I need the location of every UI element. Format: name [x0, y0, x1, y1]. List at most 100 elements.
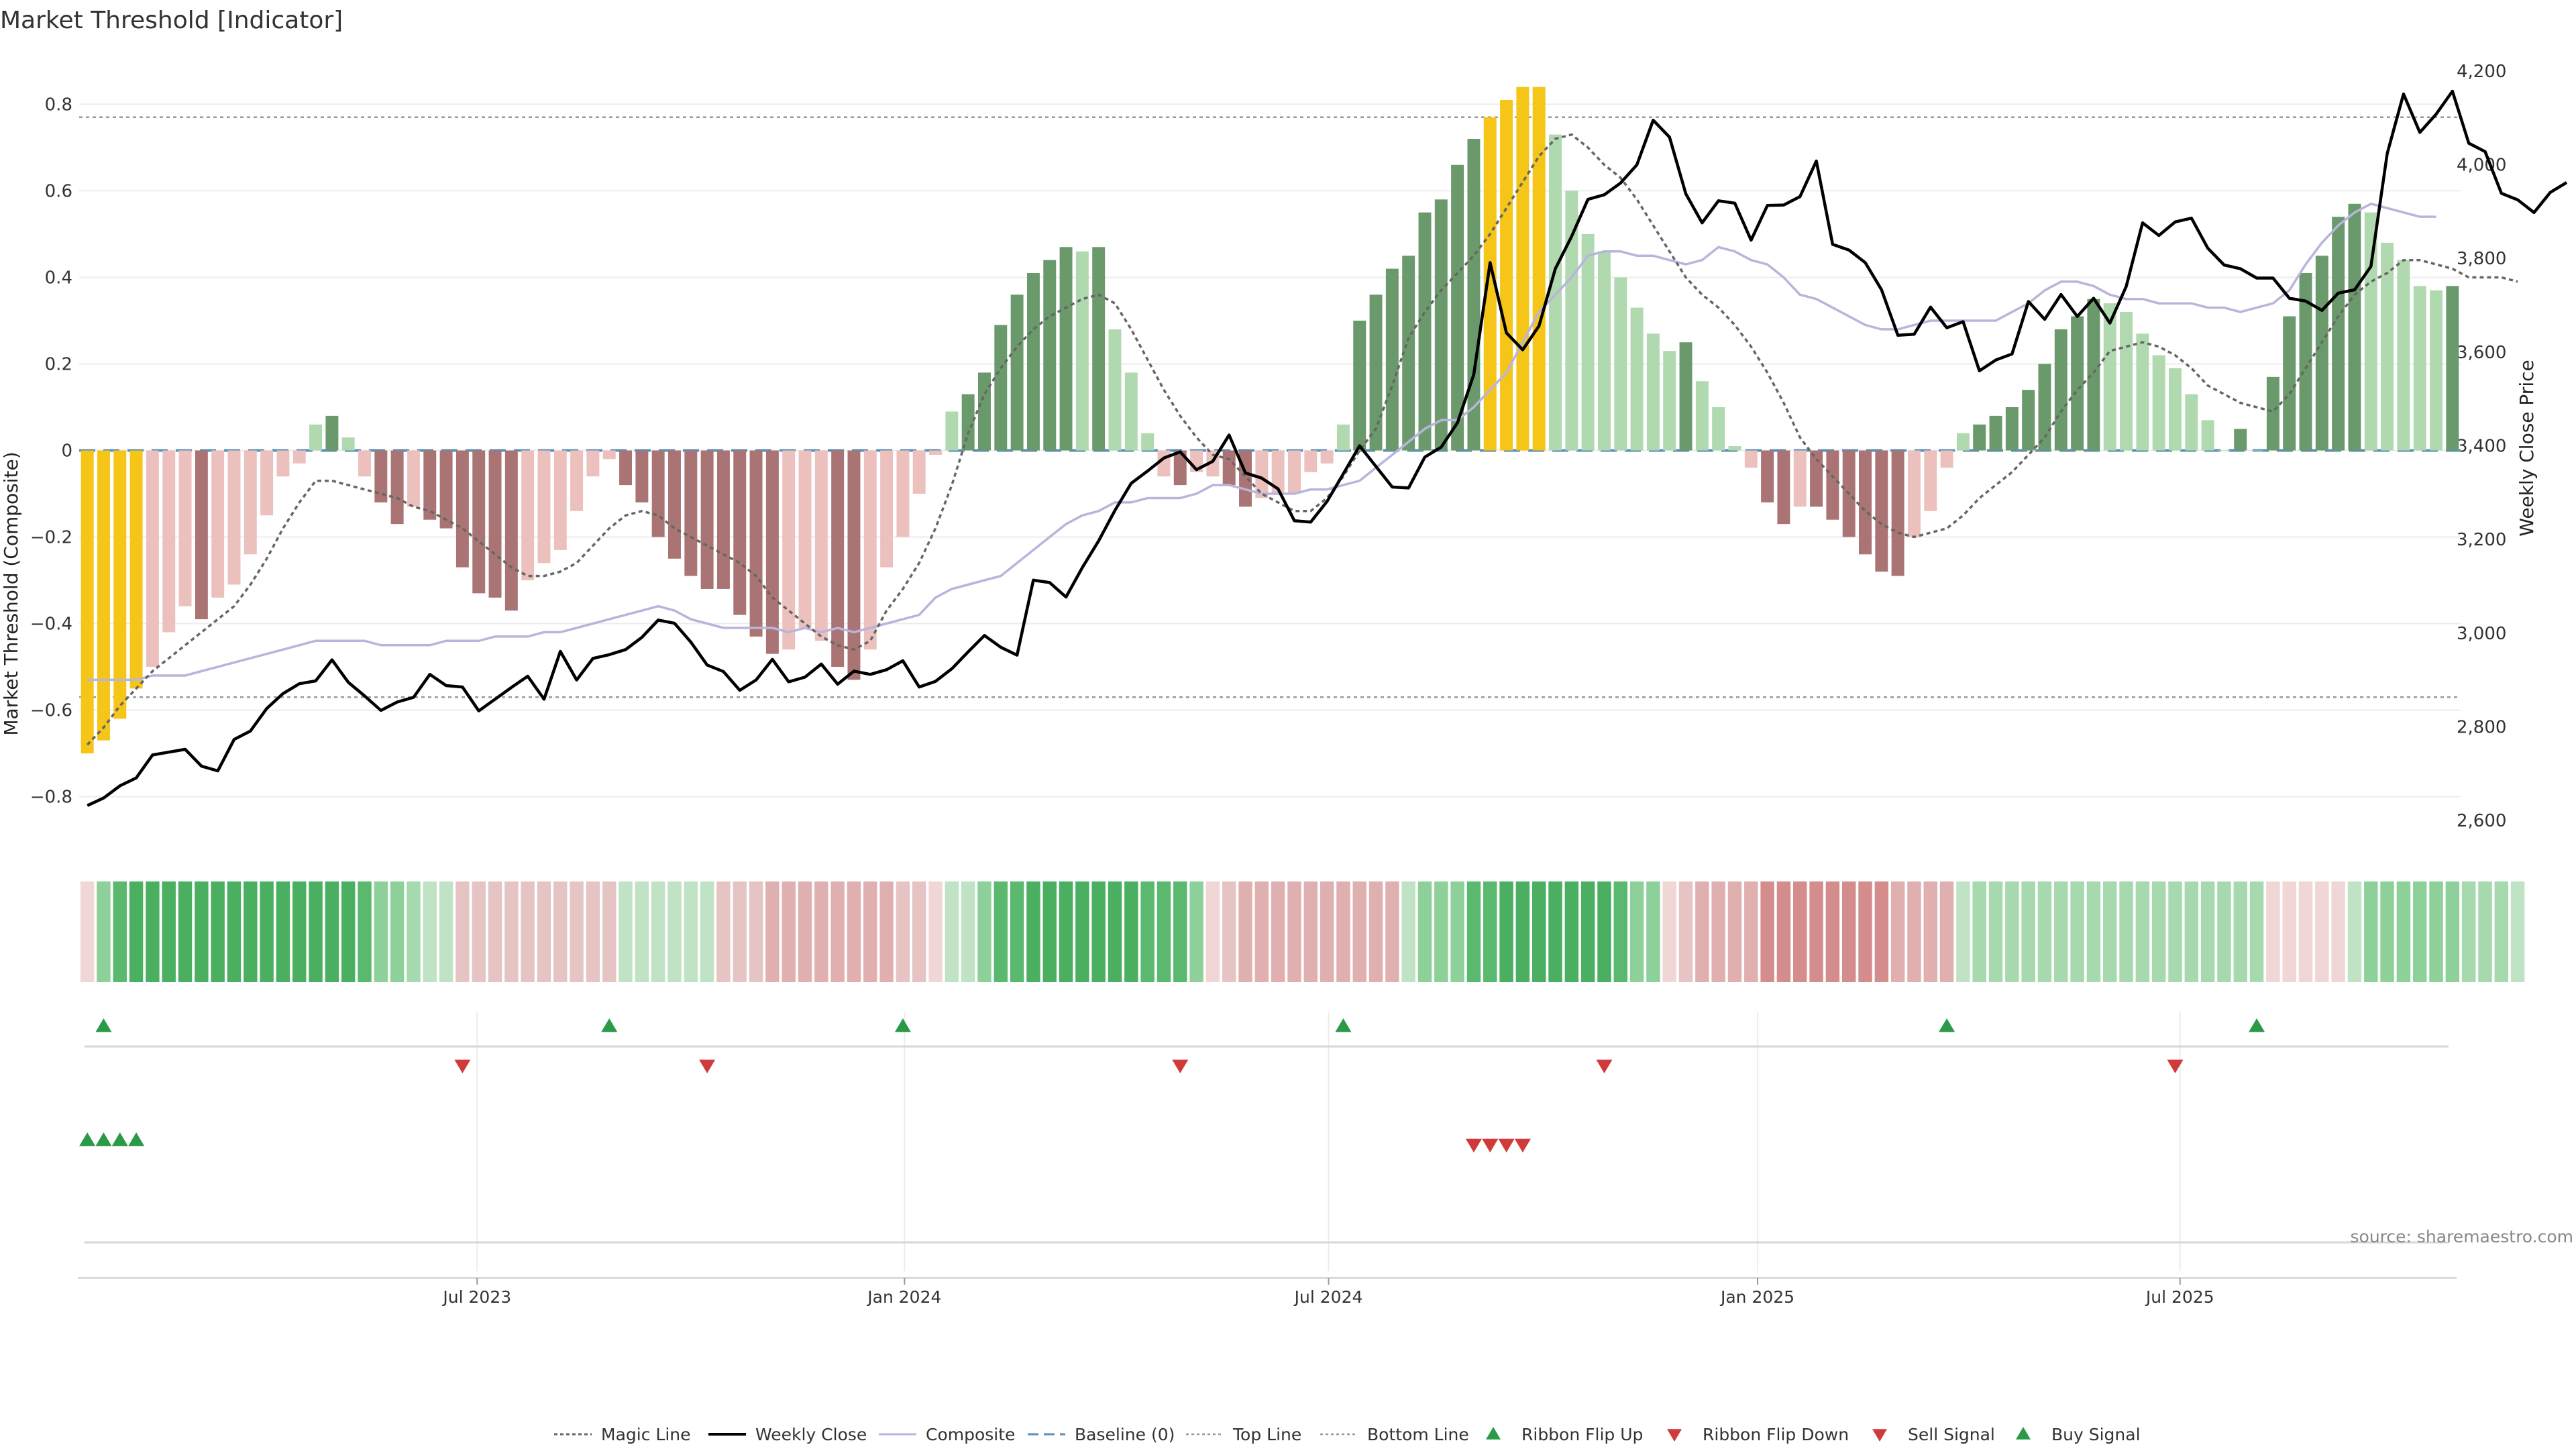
ribbon-cell-27: [521, 881, 535, 982]
ribbon-cell-131: [2217, 881, 2231, 982]
legend-item-6: Ribbon Flip Up: [1486, 1425, 1643, 1444]
y-tick-label-left-2: −0.4: [30, 614, 72, 635]
ribbon-cell-121: [2054, 881, 2068, 982]
ribbon-cell-136: [2298, 881, 2313, 982]
composite-bar-7: [195, 450, 208, 620]
composite-bar-113: [1924, 450, 1937, 511]
ribbon-cell-23: [455, 881, 470, 982]
ribbon-cell-1: [97, 881, 111, 982]
ribbon-cell-36: [667, 881, 682, 982]
ribbon-cell-72: [1254, 881, 1269, 982]
ribbon-cell-110: [1874, 881, 1889, 982]
composite-bar-20: [407, 450, 420, 507]
y-tick-label-left-0: −0.8: [30, 788, 72, 808]
ribbon-cell-8: [211, 881, 225, 982]
ribbon-cell-28: [537, 881, 551, 982]
composite-bar-130: [2201, 420, 2214, 451]
ribbon-cell-95: [1629, 881, 1644, 982]
composite-bar-94: [1614, 277, 1627, 451]
composite-bar-140: [2364, 212, 2377, 451]
y-tick-label-left-7: 0.6: [45, 181, 72, 201]
composite-bar-121: [2054, 329, 2068, 451]
composite-bar-10: [244, 450, 257, 555]
x-tick-label-2: Jul 2024: [1293, 1287, 1363, 1307]
composite-bar-93: [1597, 251, 1611, 451]
ribbon-cell-88: [1515, 881, 1530, 982]
composite-bar-127: [2152, 355, 2165, 451]
ribbon-cell-98: [1678, 881, 1693, 982]
ribbon-cell-144: [2429, 881, 2443, 982]
composite-bar-61: [1075, 251, 1089, 451]
ribbon-cell-4: [146, 881, 160, 982]
composite-bar-120: [2038, 364, 2051, 451]
ribbon-cell-122: [2070, 881, 2084, 982]
legend-label-9: Buy Signal: [2051, 1425, 2141, 1444]
ribbon-cell-87: [1499, 881, 1513, 982]
ribbon-cell-24: [472, 881, 486, 982]
composite-bar-25: [488, 450, 502, 598]
composite-bar-132: [2234, 429, 2247, 451]
ribbon-cell-18: [374, 881, 388, 982]
ribbon-cell-63: [1108, 881, 1122, 982]
ribbon-flip-down-marker-2: [1172, 1059, 1189, 1073]
composite-bar-62: [1092, 247, 1106, 451]
ribbon-flip-up-marker-2: [894, 1018, 911, 1032]
ribbon-cell-94: [1613, 881, 1627, 982]
composite-bar-119: [2022, 390, 2035, 451]
grid-lines: [78, 103, 2461, 1279]
composite-bar-112: [1907, 450, 1921, 537]
ribbon-cell-6: [178, 881, 193, 982]
ribbon-cell-54: [961, 881, 975, 982]
y-axis-right-label: Weekly Close Price: [2516, 360, 2538, 536]
y-tick-label-right-8: 4,200: [2457, 62, 2506, 82]
composite-bar-135: [2283, 316, 2296, 451]
composite-bar-102: [1744, 450, 1758, 468]
composite-bar-51: [912, 450, 926, 494]
y-tick-label-right-7: 4,000: [2457, 156, 2506, 176]
ribbon-cell-11: [260, 881, 274, 982]
ribbon-cell-31: [586, 881, 600, 982]
ribbon-cell-85: [1466, 881, 1481, 982]
composite-bar-78: [1353, 320, 1366, 451]
ribbon-cell-141: [2380, 881, 2394, 982]
ribbon-cell-149: [2510, 881, 2525, 982]
ribbon-cell-123: [2086, 881, 2101, 982]
legend-label-6: Ribbon Flip Up: [1521, 1425, 1643, 1444]
ribbon-cell-112: [1907, 881, 1921, 982]
composite-bar-138: [2332, 217, 2345, 451]
composite-bar-42: [765, 450, 779, 654]
ribbon-cell-69: [1205, 881, 1220, 982]
ribbon-cell-39: [716, 881, 731, 982]
ribbon-cell-127: [2151, 881, 2166, 982]
composite-bar-37: [684, 450, 698, 576]
ribbon-cell-66: [1157, 881, 1171, 982]
triangle-down-icon: [1667, 1429, 1682, 1442]
ribbon-cell-71: [1238, 881, 1252, 982]
ribbon-cell-34: [635, 881, 649, 982]
ribbon-cell-9: [227, 881, 241, 982]
composite-bar-46: [831, 450, 845, 667]
chart-title: Market Threshold [Indicator]: [0, 7, 343, 34]
composite-bar-18: [374, 450, 388, 502]
ribbon-cell-140: [2364, 881, 2378, 982]
ribbon-cell-2: [113, 881, 127, 982]
composite-bar-76: [1320, 450, 1334, 464]
ribbon-cell-33: [619, 881, 633, 982]
ribbon-cell-130: [2200, 881, 2215, 982]
composite-bar-2: [113, 450, 127, 719]
composite-bar-81: [1402, 256, 1415, 451]
ribbon-cell-42: [765, 881, 780, 982]
ribbon-cell-113: [1923, 881, 1937, 982]
triangle-up-icon: [2016, 1427, 2031, 1440]
composite-bar-38: [700, 450, 714, 589]
sell-signal-marker-3: [1514, 1138, 1531, 1152]
ribbon-cell-135: [2282, 881, 2296, 982]
ribbon-cell-107: [1825, 881, 1840, 982]
composite-bar-0: [80, 450, 94, 754]
ribbon-cell-106: [1809, 881, 1823, 982]
composite-bar-23: [455, 450, 469, 568]
ribbon-cell-92: [1580, 881, 1595, 982]
composite-bar-136: [2299, 273, 2312, 451]
ribbon-cell-41: [749, 881, 763, 982]
ribbon-cell-16: [341, 881, 356, 982]
